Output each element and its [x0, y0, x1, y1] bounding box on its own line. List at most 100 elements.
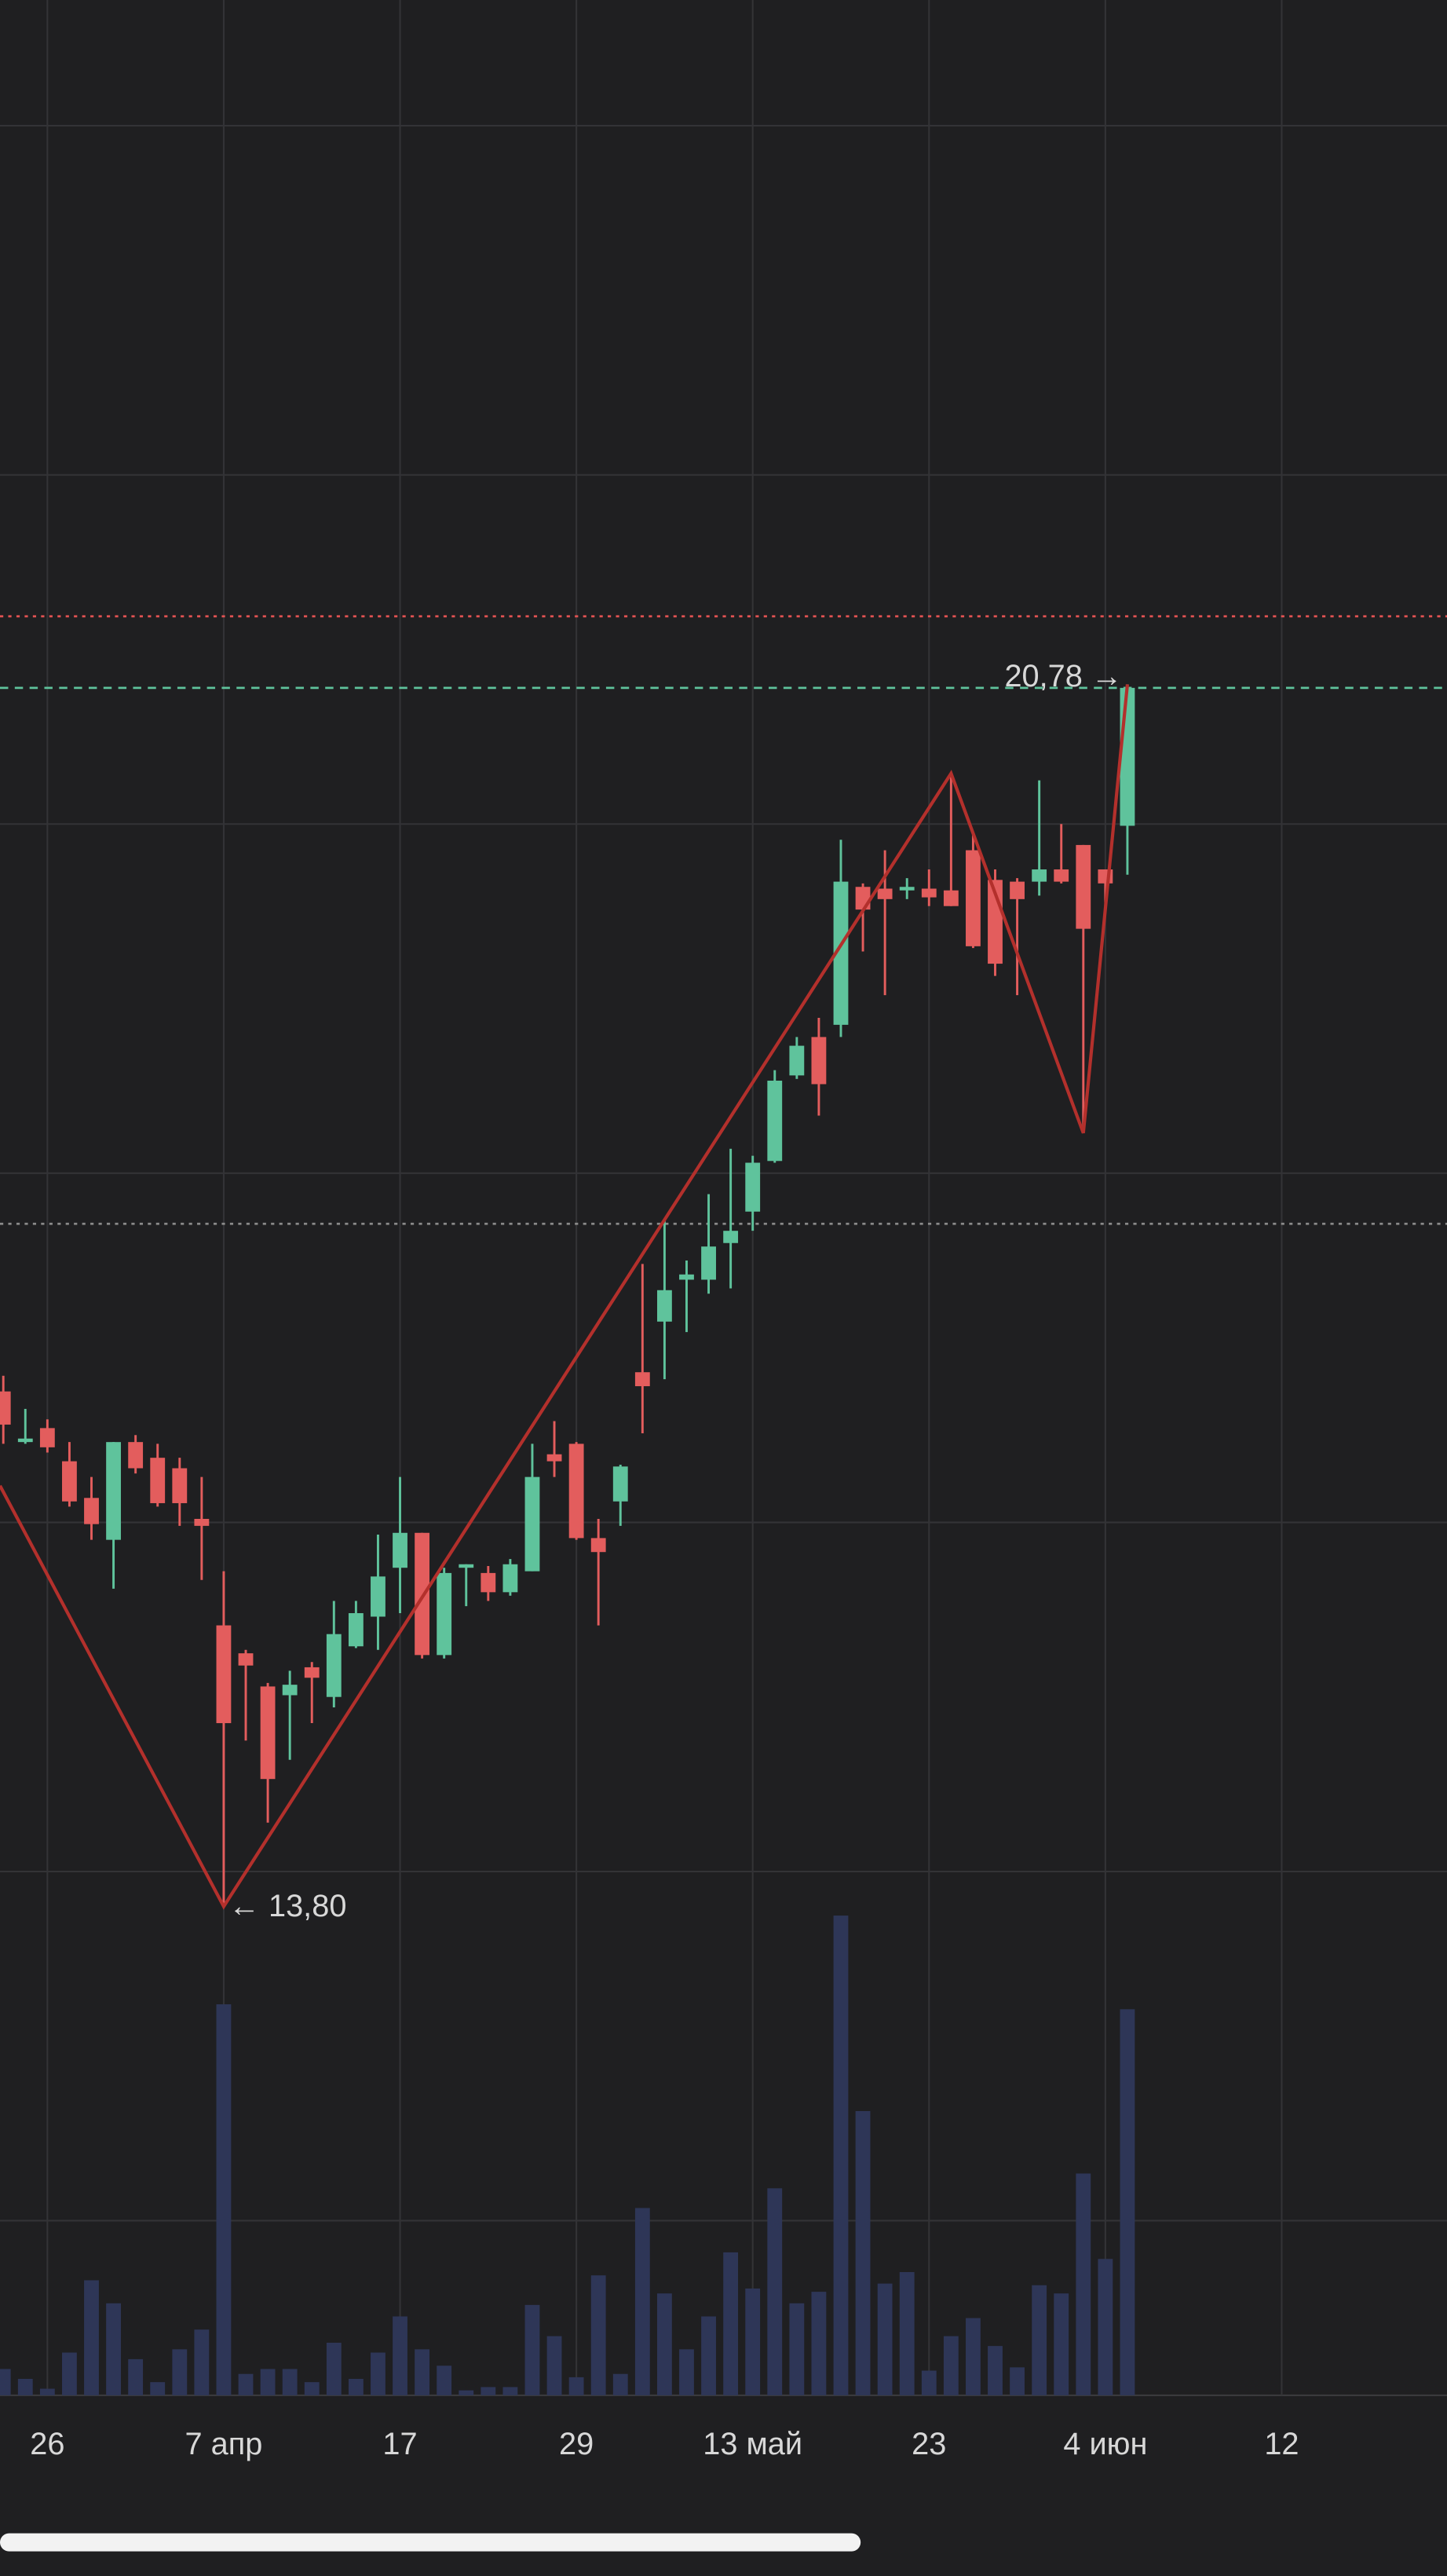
volume-bar — [1010, 2367, 1025, 2395]
volume-bar — [767, 2188, 783, 2395]
candle-body — [966, 850, 981, 946]
candle-body — [459, 1564, 474, 1568]
candle-body — [1032, 869, 1047, 882]
volume-bar — [590, 2275, 606, 2395]
volume-bar — [943, 2336, 959, 2395]
candle-body — [1120, 687, 1135, 826]
volume-bar — [304, 2382, 320, 2395]
candle-body — [855, 887, 871, 910]
candle-body — [656, 1290, 672, 1322]
volume-bar — [216, 2004, 232, 2395]
candle-body — [590, 1538, 606, 1553]
candle-body — [216, 1625, 232, 1724]
candle-body — [899, 887, 915, 891]
volume-bar — [789, 2303, 805, 2395]
candle-body — [524, 1476, 540, 1572]
volume-bar — [128, 2358, 144, 2395]
volume-bar — [238, 2373, 254, 2395]
volume-bar — [811, 2292, 827, 2395]
volume-bar — [723, 2252, 739, 2395]
candle-body — [789, 1045, 805, 1076]
volume-bar — [546, 2336, 562, 2395]
volume-bar — [0, 2369, 11, 2395]
candle-body — [415, 1532, 430, 1656]
volume-bar — [656, 2293, 672, 2395]
candle-body — [371, 1576, 386, 1617]
zigzag-line — [0, 684, 1130, 1910]
volume-bar — [459, 2390, 474, 2395]
candle-body — [1054, 869, 1069, 882]
candle-body — [282, 1685, 298, 1696]
price-annotation: 20,78 → — [1004, 659, 1122, 693]
candle-body — [326, 1634, 342, 1697]
volume-bar — [481, 2387, 496, 2395]
volume-bar — [877, 2283, 893, 2395]
x-tick-label: 26 — [30, 2427, 64, 2461]
volume-bar — [1032, 2285, 1047, 2395]
volume-bar — [150, 2382, 166, 2395]
candle-body — [17, 1438, 33, 1443]
volume-bar — [679, 2349, 694, 2395]
volume-bar — [415, 2349, 430, 2395]
candle-body — [877, 888, 893, 899]
volume-bar — [1054, 2293, 1069, 2395]
volume-bar — [194, 2329, 210, 2395]
x-tick-label: 12 — [1264, 2427, 1299, 2461]
volume-bar — [393, 2316, 407, 2395]
candle-body — [304, 1667, 320, 1678]
volume-bar — [282, 2369, 298, 2395]
candle-body — [150, 1458, 166, 1503]
price-annotation: ← 13,80 — [228, 1889, 346, 1923]
volume-bar — [855, 2111, 871, 2395]
candle-body — [260, 1686, 276, 1780]
volume-bar — [326, 2342, 342, 2395]
volume-bar — [17, 2378, 33, 2395]
x-tick-label: 4 июн — [1063, 2427, 1147, 2461]
volume-bar — [634, 2208, 650, 2395]
volume-bar — [437, 2366, 452, 2395]
volume-bar — [833, 1916, 849, 2395]
volume-bar — [988, 2346, 1003, 2395]
candle-body — [634, 1372, 650, 1387]
x-tick-label: 13 май — [703, 2427, 802, 2461]
volume-bar — [39, 2388, 55, 2395]
candle-body — [679, 1274, 694, 1280]
candle-body — [502, 1564, 518, 1593]
candle-body — [128, 1442, 144, 1469]
candle-body — [194, 1518, 210, 1526]
x-tick-label: 7 апр — [185, 2427, 263, 2461]
candle-body — [348, 1613, 364, 1647]
scrollbar[interactable] — [0, 2533, 861, 2552]
candle-body — [437, 1572, 452, 1656]
candle-body — [546, 1454, 562, 1462]
candle-body — [723, 1231, 739, 1243]
volume-bar — [1076, 2173, 1091, 2395]
volume-bar — [502, 2387, 518, 2395]
volume-bar — [921, 2370, 937, 2395]
volume-bar — [260, 2369, 276, 2395]
volume-bar — [612, 2373, 628, 2395]
volume-bar — [966, 2318, 981, 2395]
volume-bar — [899, 2272, 915, 2395]
candle-body — [481, 1572, 496, 1593]
volume-bar — [568, 2377, 584, 2395]
x-tick-label: 17 — [382, 2427, 417, 2461]
candle-body — [612, 1466, 628, 1502]
volume-bar — [1120, 2009, 1135, 2395]
candle-body — [811, 1037, 827, 1085]
candle-body — [62, 1461, 77, 1502]
candle-body — [745, 1162, 761, 1212]
candle-body — [106, 1442, 121, 1540]
candle-body — [767, 1081, 783, 1162]
volume-bar — [348, 2378, 364, 2395]
candle-body — [833, 881, 849, 1025]
candle-body — [84, 1498, 99, 1524]
candle-body — [393, 1532, 407, 1568]
candle-body — [1076, 844, 1091, 929]
volume-bar — [524, 2304, 540, 2395]
volume-bar — [106, 2303, 121, 2395]
candle-body — [1010, 881, 1025, 899]
candle-body — [238, 1653, 254, 1666]
volume-bar — [1098, 2259, 1113, 2395]
